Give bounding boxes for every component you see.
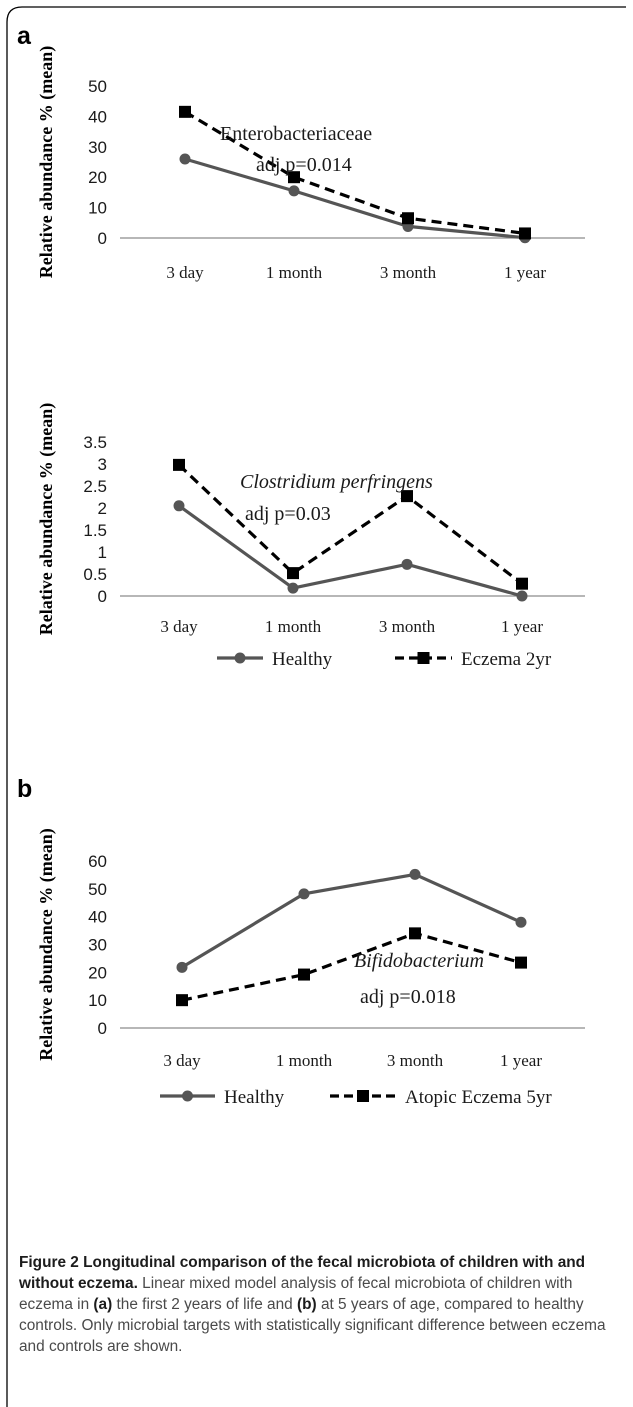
y-tick-label: 60 bbox=[88, 852, 107, 871]
data-point bbox=[176, 994, 188, 1007]
legend-label: Eczema 2yr bbox=[461, 649, 552, 670]
series-line-eczema-2yr bbox=[184, 110, 526, 235]
data-point bbox=[516, 577, 528, 590]
figure-caption: Figure 2 Longitudinal comparison of the … bbox=[19, 1252, 609, 1357]
organism-annotation: Clostridium perfringens bbox=[240, 471, 433, 493]
data-point bbox=[516, 590, 528, 602]
y-tick-label: 40 bbox=[88, 107, 107, 126]
data-point bbox=[173, 458, 185, 471]
data-point bbox=[287, 567, 299, 580]
x-tick-label: 1 year bbox=[504, 263, 546, 282]
chart-bifidobacterium: b 0 10 20 30 40 50 60 3 day 1 month 3 month 1 year R… bbox=[17, 775, 585, 1108]
caption-text-2: the first 2 years of life and bbox=[112, 1296, 298, 1313]
organism-annotation: Bifidobacterium bbox=[354, 950, 484, 972]
y-tick-label: 10 bbox=[88, 199, 107, 218]
y-tick-label: 1 bbox=[98, 543, 107, 562]
data-point bbox=[401, 490, 413, 503]
y-axis-title: Relative abundance % (mean) bbox=[36, 403, 57, 636]
caption-label-b: (b) bbox=[297, 1296, 317, 1313]
series-line-eczema-2yr bbox=[177, 463, 523, 585]
panel-label: a bbox=[17, 22, 32, 50]
series-line-healthy bbox=[178, 504, 523, 598]
chart-enterobacteriaceae: a 0 10 20 30 40 50 3 day 1 month 3 month 1 year Rel… bbox=[17, 22, 585, 282]
y-tick-label: 40 bbox=[88, 908, 107, 927]
y-tick-label: 50 bbox=[88, 77, 107, 96]
data-point bbox=[176, 961, 188, 973]
legend-marker bbox=[417, 652, 430, 664]
y-tick-label: 0 bbox=[98, 229, 107, 248]
series-line-atopic-eczema-5yr bbox=[181, 931, 522, 1002]
data-point bbox=[298, 968, 310, 981]
legend-label: Healthy bbox=[224, 1087, 285, 1108]
x-tick-label: 1 month bbox=[266, 263, 323, 282]
chart-clostridium-perfringens: 0 0.5 1 1.5 2 2.5 3 3.5 3 day 1 month 3 month 1 yea… bbox=[36, 403, 585, 670]
y-tick-label: 30 bbox=[88, 138, 107, 157]
y-tick-label: 20 bbox=[88, 168, 107, 187]
y-tick-label: 3.5 bbox=[83, 433, 107, 452]
x-tick-label: 3 day bbox=[160, 617, 198, 636]
caption-label-a: (a) bbox=[93, 1296, 113, 1313]
y-tick-label: 0 bbox=[98, 587, 107, 606]
y-tick-label: 1.5 bbox=[83, 521, 107, 540]
y-axis-title: Relative abundance % (mean) bbox=[36, 828, 57, 1061]
legend-label: Healthy bbox=[272, 649, 333, 670]
y-tick-label: 20 bbox=[88, 963, 107, 982]
organism-annotation: Enterobacteriaceae bbox=[220, 123, 372, 145]
data-point bbox=[519, 227, 531, 240]
x-tick-label: 1 year bbox=[501, 617, 543, 636]
caption-text-3: at 5 years of age, compared to healthy c… bbox=[19, 1296, 606, 1355]
y-tick-label: 0 bbox=[98, 1019, 107, 1038]
x-tick-label: 3 day bbox=[163, 1051, 201, 1070]
data-point bbox=[401, 558, 413, 570]
figure-border bbox=[6, 6, 626, 1407]
x-tick-label: 1 month bbox=[265, 617, 322, 636]
y-tick-label: 50 bbox=[88, 880, 107, 899]
x-tick-label: 1 year bbox=[500, 1051, 542, 1070]
x-tick-label: 3 month bbox=[380, 263, 437, 282]
pvalue-annotation: adj p=0.014 bbox=[256, 154, 352, 176]
data-point bbox=[515, 916, 527, 928]
caption-title: Figure 2 Longitudinal comparison of the … bbox=[19, 1254, 586, 1292]
data-point bbox=[287, 582, 299, 594]
x-tick-label: 3 day bbox=[166, 263, 204, 282]
data-point bbox=[179, 105, 191, 118]
y-tick-label: 2.5 bbox=[83, 477, 107, 496]
legend-label: Atopic Eczema 5yr bbox=[405, 1087, 552, 1108]
x-tick-label: 3 month bbox=[387, 1051, 444, 1070]
legend-marker bbox=[234, 652, 246, 664]
data-point bbox=[409, 927, 421, 940]
data-point bbox=[173, 500, 185, 512]
y-axis-title: Relative abundance % (mean) bbox=[36, 46, 57, 279]
y-tick-label: 10 bbox=[88, 991, 107, 1010]
x-tick-label: 1 month bbox=[276, 1051, 333, 1070]
y-tick-label: 3 bbox=[98, 455, 107, 474]
y-tick-label: 2 bbox=[98, 499, 107, 518]
data-point bbox=[298, 888, 310, 900]
pvalue-annotation: adj p=0.018 bbox=[360, 986, 456, 1008]
legend-marker bbox=[357, 1090, 369, 1102]
x-tick-label: 3 month bbox=[379, 617, 436, 636]
data-point bbox=[288, 185, 300, 197]
data-point bbox=[288, 171, 300, 184]
pvalue-annotation: adj p=0.03 bbox=[245, 503, 331, 525]
data-point bbox=[402, 212, 414, 225]
panel-label: b bbox=[17, 775, 32, 803]
data-point bbox=[179, 153, 191, 165]
series-line-healthy bbox=[184, 157, 526, 240]
caption-text-1: Linear mixed model analysis of fecal mic… bbox=[19, 1275, 573, 1313]
legend-marker bbox=[182, 1090, 193, 1102]
data-point bbox=[515, 956, 527, 969]
series-line-healthy bbox=[181, 872, 522, 969]
y-tick-label: 30 bbox=[88, 936, 107, 955]
data-point bbox=[409, 868, 421, 880]
y-tick-label: 0.5 bbox=[83, 565, 107, 584]
